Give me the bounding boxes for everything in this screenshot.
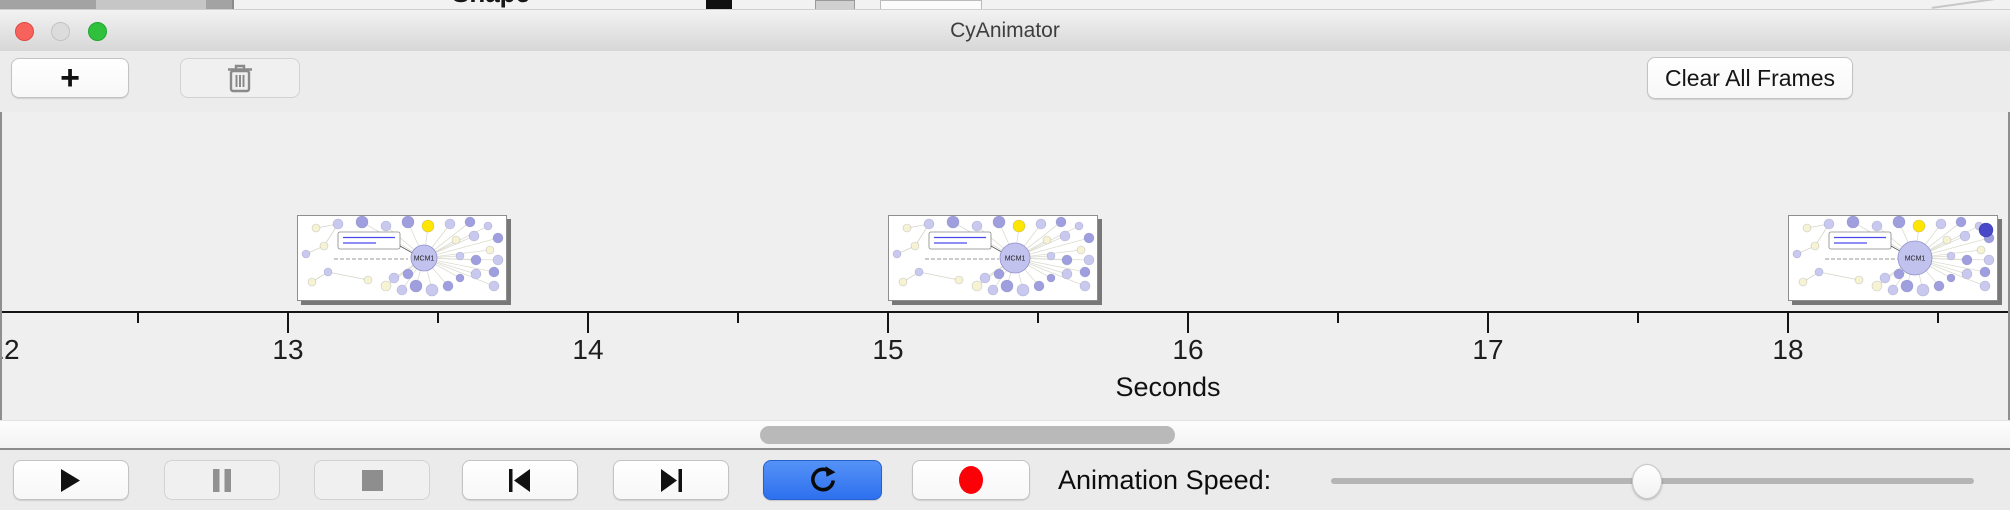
minimize-button[interactable] [51, 22, 70, 41]
major-tick-14 [587, 313, 589, 333]
background-partial-text: Shape [452, 0, 530, 9]
record-icon [959, 466, 983, 494]
background-fragment [1931, 0, 2003, 9]
tick-label-15: 15 [872, 334, 904, 365]
tick-label-18: 18 [1772, 334, 1804, 365]
major-tick-17 [1487, 313, 1489, 333]
key-frame-1[interactable]: MCM1 [297, 215, 507, 301]
tick-label-16: 16 [1172, 334, 1204, 365]
loop-button[interactable] [763, 460, 882, 500]
skip-to-end-icon [661, 468, 682, 492]
close-button[interactable] [15, 22, 34, 41]
pause-icon [213, 468, 231, 492]
skip-to-end-button[interactable] [613, 460, 729, 500]
major-tick-13 [287, 313, 289, 333]
major-tick-18 [1787, 313, 1789, 333]
zoom-button[interactable] [88, 22, 107, 41]
minor-tick-14.5 [737, 313, 739, 323]
minor-tick-15.5 [1037, 313, 1039, 323]
frame-toolbar: + Clear All Frames [0, 51, 2010, 113]
timeline-scrollbar[interactable] [0, 420, 2010, 448]
slider-knob[interactable] [1632, 464, 1662, 499]
svg-text:MCM1: MCM1 [1905, 256, 1926, 263]
background-fragment [96, 0, 206, 9]
network-thumbnail-image: MCM1 [1789, 215, 1997, 300]
background-fragment [815, 0, 855, 9]
trash-icon [228, 64, 252, 93]
play-icon [61, 468, 80, 492]
tick-label-13: 13 [272, 334, 304, 365]
skip-to-start-button[interactable] [462, 460, 578, 500]
svg-text:MCM1: MCM1 [1005, 256, 1026, 263]
minor-tick-16.5 [1337, 313, 1339, 323]
animation-speed-slider[interactable] [1321, 458, 1985, 502]
background-window-sliver: Shape [0, 0, 2010, 9]
axis-unit-label: Seconds [1115, 372, 1221, 402]
minor-tick-13.5 [437, 313, 439, 323]
major-tick-16 [1187, 313, 1189, 333]
animation-speed-label: Animation Speed: [1058, 465, 1272, 495]
key-frame-3[interactable]: MCM1 [1788, 215, 1998, 301]
record-button[interactable] [912, 460, 1030, 500]
pause-button[interactable] [164, 460, 280, 500]
title-bar: CyAnimator [0, 9, 2010, 52]
background-fragment [706, 0, 732, 9]
stop-button[interactable] [314, 460, 430, 500]
minor-tick-18.5 [1937, 313, 1939, 323]
stop-icon [361, 469, 383, 491]
playback-control-bar: Animation Speed: [0, 448, 2010, 510]
window-title: CyAnimator [950, 19, 1060, 42]
scrollbar-thumb[interactable] [760, 426, 1175, 444]
skip-to-start-icon [509, 468, 530, 492]
key-frame-2[interactable]: MCM1 [888, 215, 1098, 301]
minor-tick-12.5 [137, 313, 139, 323]
loop-icon [810, 466, 835, 492]
background-fragment [880, 0, 982, 9]
network-thumbnail-image: MCM1 [298, 215, 506, 300]
tick-label-17: 17 [1472, 334, 1504, 365]
tick-label-12: 12 [2, 334, 20, 365]
major-tick-15 [887, 313, 889, 333]
add-frame-button[interactable]: + [11, 58, 129, 98]
delete-frame-button[interactable] [180, 58, 300, 98]
play-button[interactable] [13, 460, 129, 500]
svg-text:MCM1: MCM1 [414, 256, 435, 263]
minor-tick-17.5 [1637, 313, 1639, 323]
plus-icon: + [60, 58, 80, 97]
clear-all-frames-label: Clear All Frames [1665, 64, 1835, 91]
tick-label-14: 14 [572, 334, 604, 365]
clear-all-frames-button[interactable]: Clear All Frames [1647, 57, 1853, 99]
timeline-panel[interactable]: 12 13 14 15 16 17 18 MCM1 MCM1 MCM1 Seconds [0, 112, 2010, 420]
network-thumbnail-image: MCM1 [889, 215, 1097, 300]
timeline-axis [2, 311, 2008, 313]
